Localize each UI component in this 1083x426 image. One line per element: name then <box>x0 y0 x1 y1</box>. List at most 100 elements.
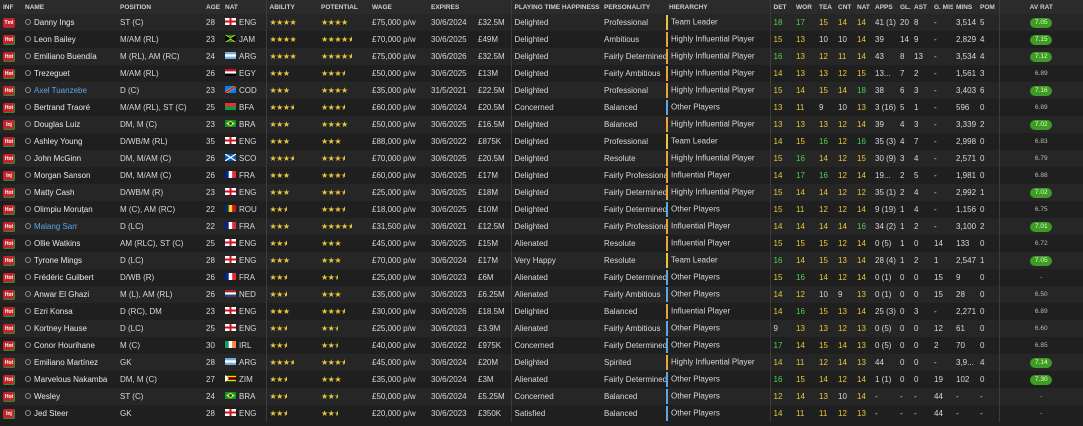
player-name[interactable]: Emiliano Martínez <box>34 358 99 367</box>
player-name[interactable]: Ezri Konsa <box>34 307 73 316</box>
col-ability[interactable]: ABILITY <box>265 0 318 14</box>
col-wor[interactable]: WOR <box>796 3 812 11</box>
table-row[interactable]: Hot Conor Hourihane M (C) 30 IRL ★★★ ★★★ £40,00… <box>0 337 1083 354</box>
name-cell[interactable]: Ezri Konsa <box>22 303 117 320</box>
player-name[interactable]: Conor Hourihane <box>34 341 95 350</box>
name-cell[interactable]: Marvelous Nakamba <box>22 371 117 388</box>
name-cell[interactable]: Ashley Young <box>22 133 117 150</box>
player-name[interactable]: Ollie Watkins <box>34 239 81 248</box>
col-ast[interactable]: AST <box>914 3 927 11</box>
table-row[interactable]: Hot Olimpiu Moruțan M (C), AM (RC) 22 ROU ★★ ★… <box>0 201 1083 218</box>
name-cell[interactable]: Malang Sarr <box>22 218 117 235</box>
col-position[interactable]: POSITION <box>120 3 152 11</box>
col-det[interactable]: DET <box>769 0 793 14</box>
col-hierarchy[interactable]: HIERARCHY <box>669 3 708 11</box>
player-name[interactable]: Trezeguet <box>34 69 70 78</box>
col-inf[interactable]: INF <box>3 3 14 11</box>
player-name[interactable]: John McGinn <box>34 154 82 163</box>
col-gmis[interactable]: G. MIS <box>934 3 953 11</box>
player-name[interactable]: Jed Steer <box>34 409 69 418</box>
name-cell[interactable]: Frédéric Guilbert <box>22 269 117 286</box>
col-cnt[interactable]: CNT <box>838 3 852 11</box>
name-cell[interactable]: Matty Cash <box>22 184 117 201</box>
name-cell[interactable]: Danny Ings <box>22 14 117 31</box>
table-row[interactable]: Hot Frédéric Guilbert D/WB (R) 26 FRA ★★★ ★★★ £… <box>0 269 1083 286</box>
player-name[interactable]: Malang Sarr <box>34 222 78 231</box>
name-cell[interactable]: Ollie Watkins <box>22 235 117 252</box>
col-name[interactable]: NAME <box>25 3 45 11</box>
table-row[interactable]: Hot Marvelous Nakamba DM, M (C) 27 ZIM ★★★ ★★★… <box>0 371 1083 388</box>
player-name[interactable]: Marvelous Nakamba <box>34 375 108 384</box>
table-row[interactable]: Inj Jed Steer GK 28 ENG ★★★ ★★★ £20,000 p/w 30/6… <box>0 405 1083 422</box>
table-row[interactable]: Hot Emiliano Martínez GK 28 ARG ★★★★ ★★★★ £45,0… <box>0 354 1083 371</box>
col-happiness[interactable]: PLAYING TIME HAPPINESS <box>510 0 601 14</box>
col-gls[interactable]: GL... <box>900 3 911 11</box>
personality-cell: Resolute <box>604 154 636 163</box>
table-row[interactable]: Hot Ashley Young D/WB/M (RL) 35 ENG ★★★ ★★★ £88… <box>0 133 1083 150</box>
player-name[interactable]: Olimpiu Moruțan <box>34 205 93 214</box>
table-row[interactable]: Inj Morgan Sanson DM, M/AM (C) 26 FRA ★★★ ★★★★… <box>0 167 1083 184</box>
name-cell[interactable]: Trezeguet <box>22 65 117 82</box>
table-row[interactable]: Tml Danny Ings ST (C) 28 ENG ★★★★ ★★★★ £75,000 … <box>0 14 1083 31</box>
player-name[interactable]: Leon Bailey <box>34 35 76 44</box>
player-name[interactable]: Matty Cash <box>34 188 75 197</box>
table-row[interactable]: Hot John McGinn DM, M/AM (C) 26 SCO ★★★★ ★★★★ £… <box>0 150 1083 167</box>
table-row[interactable]: Hot Matty Cash D/WB/M (R) 23 ENG ★★★ ★★★★ £25,0… <box>0 184 1083 201</box>
player-name[interactable]: Wesley <box>34 392 61 401</box>
col-av-rat[interactable]: AV RAT <box>998 0 1083 14</box>
player-name[interactable]: Axel Tuanzebe <box>34 86 87 95</box>
player-name[interactable]: Douglas Luiz <box>34 120 81 129</box>
player-name[interactable]: Emiliano Buendía <box>34 52 97 61</box>
table-row[interactable]: Hot Wesley ST (C) 24 BRA ★★★ ★★★ £50,000 p/w 30/… <box>0 388 1083 405</box>
name-cell[interactable]: Jed Steer <box>22 405 117 422</box>
table-row[interactable]: Hot Ezri Konsa D (RC), DM 23 ENG ★★★ ★★★★ £30,0… <box>0 303 1083 320</box>
name-cell[interactable]: Olimpiu Moruțan <box>22 201 117 218</box>
table-row[interactable]: Hot Trezeguet M/AM (RL) 26 EGY ★★★ ★★★★ £50,000… <box>0 65 1083 82</box>
table-row[interactable]: Hot Anwar El Ghazi M (L), AM (RL) 26 NED ★★ ★ ★… <box>0 286 1083 303</box>
name-cell[interactable]: Bertrand Traoré <box>22 99 117 116</box>
player-name[interactable]: Morgan Sanson <box>34 171 91 180</box>
player-name[interactable]: Bertrand Traoré <box>34 103 91 112</box>
col-tea[interactable]: TEA <box>819 3 832 11</box>
player-name[interactable]: Danny Ings <box>34 18 75 27</box>
hierarchy-label: Highly Influential Player <box>671 357 755 367</box>
table-row[interactable]: Hot Emiliano Buendía M (RL), AM (RC) 24 ARG ★… <box>0 48 1083 65</box>
name-cell[interactable]: Axel Tuanzebe <box>22 82 117 99</box>
name-cell[interactable]: Leon Bailey <box>22 31 117 48</box>
table-row[interactable]: Inj Douglas Luiz DM, M (C) 23 BRA ★★★ ★★★★ £50,… <box>0 116 1083 133</box>
col-personality[interactable]: PERSONALITY <box>604 3 651 11</box>
table-row[interactable]: Hot Kortney Hause D (LC) 25 ENG ★★★ ★★★ £25,000… <box>0 320 1083 337</box>
table-row[interactable]: Hot Axel Tuanzebe D (C) 23 COD ★★★ ★★★★ £35,000… <box>0 82 1083 99</box>
table-row[interactable]: Hot Ollie Watkins AM (RLC), ST (C) 25 ENG ★★ ★… <box>0 235 1083 252</box>
name-cell[interactable]: Conor Hourihane <box>22 337 117 354</box>
player-name[interactable]: Ashley Young <box>34 137 83 146</box>
name-cell[interactable]: John McGinn <box>22 150 117 167</box>
player-name[interactable]: Kortney Hause <box>34 324 87 333</box>
col-expires[interactable]: EXPIRES <box>431 3 460 11</box>
col-mins[interactable]: MINS <box>956 3 973 11</box>
col-age[interactable]: AGE <box>206 3 221 11</box>
player-name[interactable]: Tyrone Mings <box>34 256 83 265</box>
name-cell[interactable]: Douglas Luiz <box>22 116 117 133</box>
name-cell[interactable]: Tyrone Mings <box>22 252 117 269</box>
col-nat[interactable]: NAT <box>225 3 238 11</box>
name-cell[interactable]: Anwar El Ghazi <box>22 286 117 303</box>
potential-stars-icon: ★★★ <box>321 290 342 299</box>
col-wage[interactable]: WAGE <box>372 3 392 11</box>
col-apps[interactable]: APPS <box>875 3 893 11</box>
table-row[interactable]: Hot Malang Sarr D (LC) 22 FRA ★★★ ★★★★★ £31,500… <box>0 218 1083 235</box>
name-cell[interactable]: Emiliano Buendía <box>22 48 117 65</box>
col-value[interactable] <box>475 0 511 14</box>
player-name[interactable]: Anwar El Ghazi <box>34 290 90 299</box>
col-pom[interactable]: POM <box>980 3 995 11</box>
col-nat-attr[interactable]: NAT <box>857 3 870 11</box>
name-cell[interactable]: Emiliano Martínez <box>22 354 117 371</box>
name-cell[interactable]: Morgan Sanson <box>22 167 117 184</box>
table-row[interactable]: Hot Leon Bailey M/AM (RL) 23 JAM ★★★★ ★★★★★ £70… <box>0 31 1083 48</box>
player-name[interactable]: Frédéric Guilbert <box>34 273 94 282</box>
col-potential[interactable]: POTENTIAL <box>321 3 358 11</box>
name-cell[interactable]: Kortney Hause <box>22 320 117 337</box>
name-cell[interactable]: Wesley <box>22 388 117 405</box>
table-row[interactable]: Hot Bertrand Traoré M/AM (RL), ST (C) 25 BFA… <box>0 99 1083 116</box>
table-row[interactable]: Hot Tyrone Mings D (LC) 28 ENG ★★★ ★★★ £70,000 … <box>0 252 1083 269</box>
